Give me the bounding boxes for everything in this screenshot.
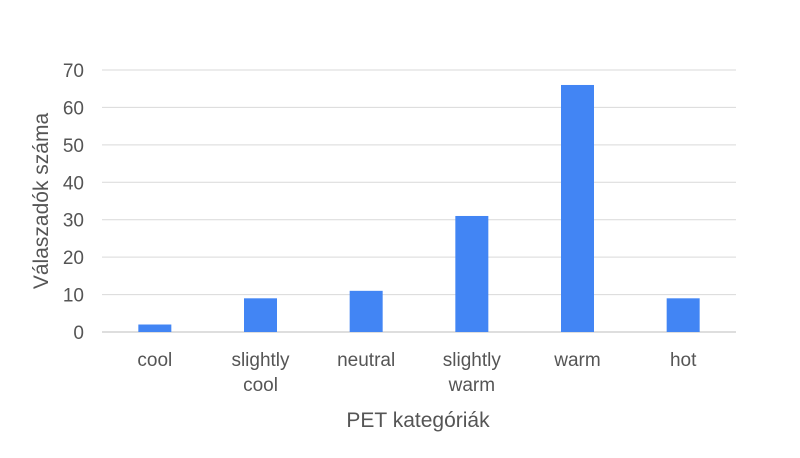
y-axis-title: Válaszadók száma xyxy=(30,113,53,290)
x-tick-label: warm xyxy=(553,350,600,371)
y-tick-label: 30 xyxy=(63,211,84,232)
y-tick-label: 70 xyxy=(63,61,84,82)
bar xyxy=(561,84,594,332)
gridlines xyxy=(102,69,736,333)
bar xyxy=(666,298,700,332)
y-axis-ticks: 0 10 20 30 40 50 60 70 xyxy=(63,61,84,344)
y-tick-label: 20 xyxy=(63,248,84,269)
y-tick-label: 50 xyxy=(63,136,84,157)
bar xyxy=(455,215,489,332)
y-tick-label: 0 xyxy=(73,323,84,344)
x-tick-label: hot xyxy=(670,350,697,371)
x-tick-label: slightly cool xyxy=(231,350,290,396)
x-tick-label: slightly warm xyxy=(443,350,502,396)
x-axis-title: PET kategóriák xyxy=(346,409,490,432)
bar xyxy=(349,290,383,332)
x-tick-label: neutral xyxy=(337,350,395,371)
bars xyxy=(138,84,700,332)
bar xyxy=(138,324,172,332)
bar xyxy=(244,298,277,332)
y-tick-label: 40 xyxy=(63,173,84,194)
y-tick-label: 10 xyxy=(63,286,84,307)
x-tick-label: cool xyxy=(137,350,172,371)
x-axis-ticks: cool slightly cool neutral slightly warm warm h… xyxy=(137,350,697,396)
y-tick-label: 60 xyxy=(63,98,84,119)
